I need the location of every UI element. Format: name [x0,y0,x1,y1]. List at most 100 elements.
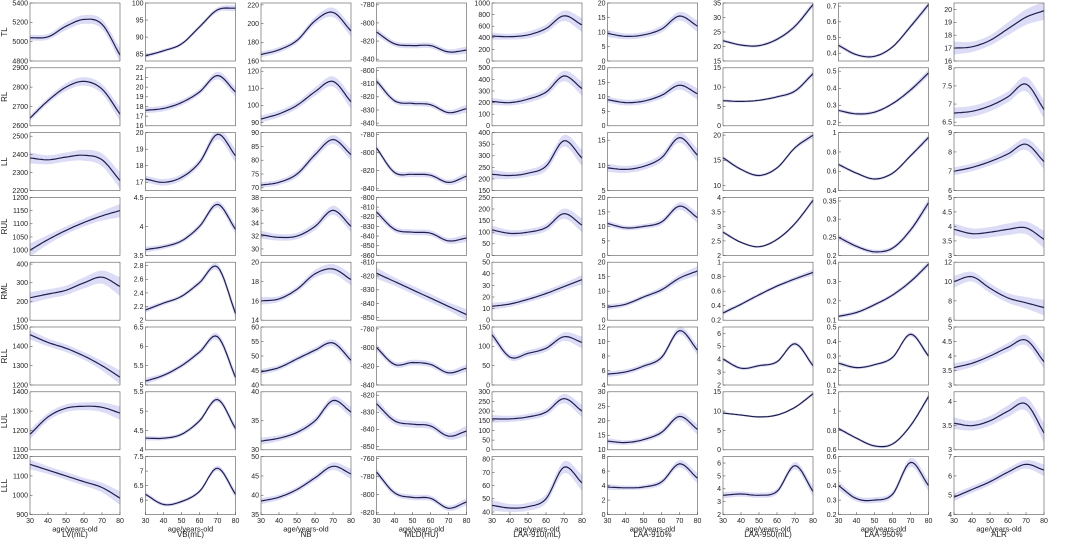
fitted-curve [491,75,583,104]
y-tick-label: 0.3 [827,103,837,110]
row-label-rll: RLL [0,348,9,363]
y-tick-label: 14 [251,318,259,325]
y-tick-label: 10 [598,339,606,346]
y-tick-label: 16 [251,298,259,305]
panel-rll-alr: 3 3.5 4 4.5 5 [942,324,1045,389]
confidence-band [261,264,351,305]
row-label-rl: RL [0,91,9,102]
y-tick-label: -780 [360,132,374,139]
x-tick-label: 80 [694,518,702,525]
x-tick-label: 40 [622,518,630,525]
fitted-curve [492,397,583,420]
y-tick-label: 1100 [13,221,28,228]
y-tick-label: 2.4 [134,290,144,297]
y-tick-label: 8 [602,454,606,461]
y-tick-label: 0.7 [827,4,837,11]
x-tick-label: 50 [409,518,417,525]
y-tick-label: 4 [602,382,606,389]
y-tick-label: 10 [598,163,606,170]
y-tick-label: 0 [486,382,490,389]
x-tick-label: 70 [907,518,915,525]
y-tick-label: 100 [478,112,490,119]
y-tick-label: 5 [717,104,721,111]
fitted-curve [260,11,352,56]
panel-ll-laa-950-ml: 10 15 20 [713,132,814,191]
y-tick-label: 20 [482,294,490,301]
y-tick-label: 0.6 [827,19,837,26]
confidence-band [261,205,351,241]
fitted-curve [722,199,814,248]
y-tick-label: 3.5 [134,253,144,260]
y-tick-label: 800 [478,12,490,19]
y-tick-label: 2200 [12,188,28,195]
y-tick-label: 0 [602,58,606,65]
y-tick-label: 110 [248,86,259,93]
y-tick-label: 4.5 [942,339,952,346]
y-tick-label: 19 [944,20,952,27]
y-tick-label: 400 [478,35,490,42]
fitted-curve [376,471,467,509]
fitted-curve [953,143,1045,172]
panel-frame [491,261,583,321]
y-tick-label: 20 [598,0,606,7]
panel-frame [838,2,929,62]
panel-frame [953,2,1045,62]
confidence-band [838,458,929,504]
column-label-nb: NB [300,530,311,539]
panel-frame [376,326,467,386]
y-tick-label: 7 [948,101,952,108]
panel-lul-laa-910: 10 15 20 25 30 [598,389,698,454]
panel-rml-laa-910-ml: 0 10 20 30 40 50 [482,260,583,325]
y-tick-label: 4.5 [134,428,144,435]
y-tick-label: 0.2 [827,512,837,519]
fitted-curve [260,342,352,373]
y-tick-label: 20 [713,44,721,51]
panel-rl-laa-950: 0.2 0.3 0.4 0.5 [827,67,929,127]
panel-lll-lv-ml: 900 1000 1100 1200 30 40 50 60 70 80 age/years-old… [12,454,124,539]
fitted-curve [607,329,698,375]
fitted-curve [491,212,583,235]
y-tick-label: 0.2 [827,120,837,127]
y-tick-label: 5000 [12,39,28,46]
panel-frame [722,391,814,451]
y-tick-label: 1000 [12,248,28,255]
confidence-band [376,145,467,186]
fitted-curve [260,138,352,186]
x-tick-label: 70 [1022,518,1030,525]
fitted-curve [607,415,698,444]
fitted-curve [29,276,121,299]
panel-lll-mld-hu: -820 -800 -780 -760 30 40 50 60 70 80 age/years-ol… [360,456,470,539]
panel-rll-vb-ml: 5 5.5 6 6.5 [134,324,237,389]
y-tick-label: 2 [140,318,144,325]
x-tick-label: 80 [232,518,240,525]
y-tick-label: 0 [486,123,490,130]
panel-frame [29,326,121,386]
panel-frame [145,261,236,321]
y-tick-label: -840 [360,301,374,308]
x-tick-label: 40 [506,518,514,525]
fitted-curve [838,4,929,58]
y-tick-label: -780 [360,474,374,481]
panel-rul-mld-hu: -860 -850 -840 -830 -820 -810 -800 [360,195,467,260]
fitted-curve [607,270,698,308]
fitted-curve [29,80,121,119]
y-tick-label: 220 [247,2,259,9]
panel-lul-laa-910-ml: 0 50 100 150 200 250 300 [478,389,583,454]
confidence-band [376,343,467,376]
fitted-curve [491,334,583,359]
confidence-band [954,460,1044,502]
x-tick-label: 60 [542,518,550,525]
y-tick-label: -800 [360,20,374,27]
y-tick-label: 12 [944,260,952,267]
y-tick-label: 75 [251,171,259,178]
y-tick-label: 6 [717,460,721,467]
y-tick-label: 18 [136,104,144,111]
panel-frame [376,2,467,62]
y-tick-label: 50 [482,363,490,370]
confidence-band [954,138,1044,176]
panel-frame [838,391,929,451]
fitted-curve [607,84,698,104]
y-tick-label: -840 [360,427,374,434]
